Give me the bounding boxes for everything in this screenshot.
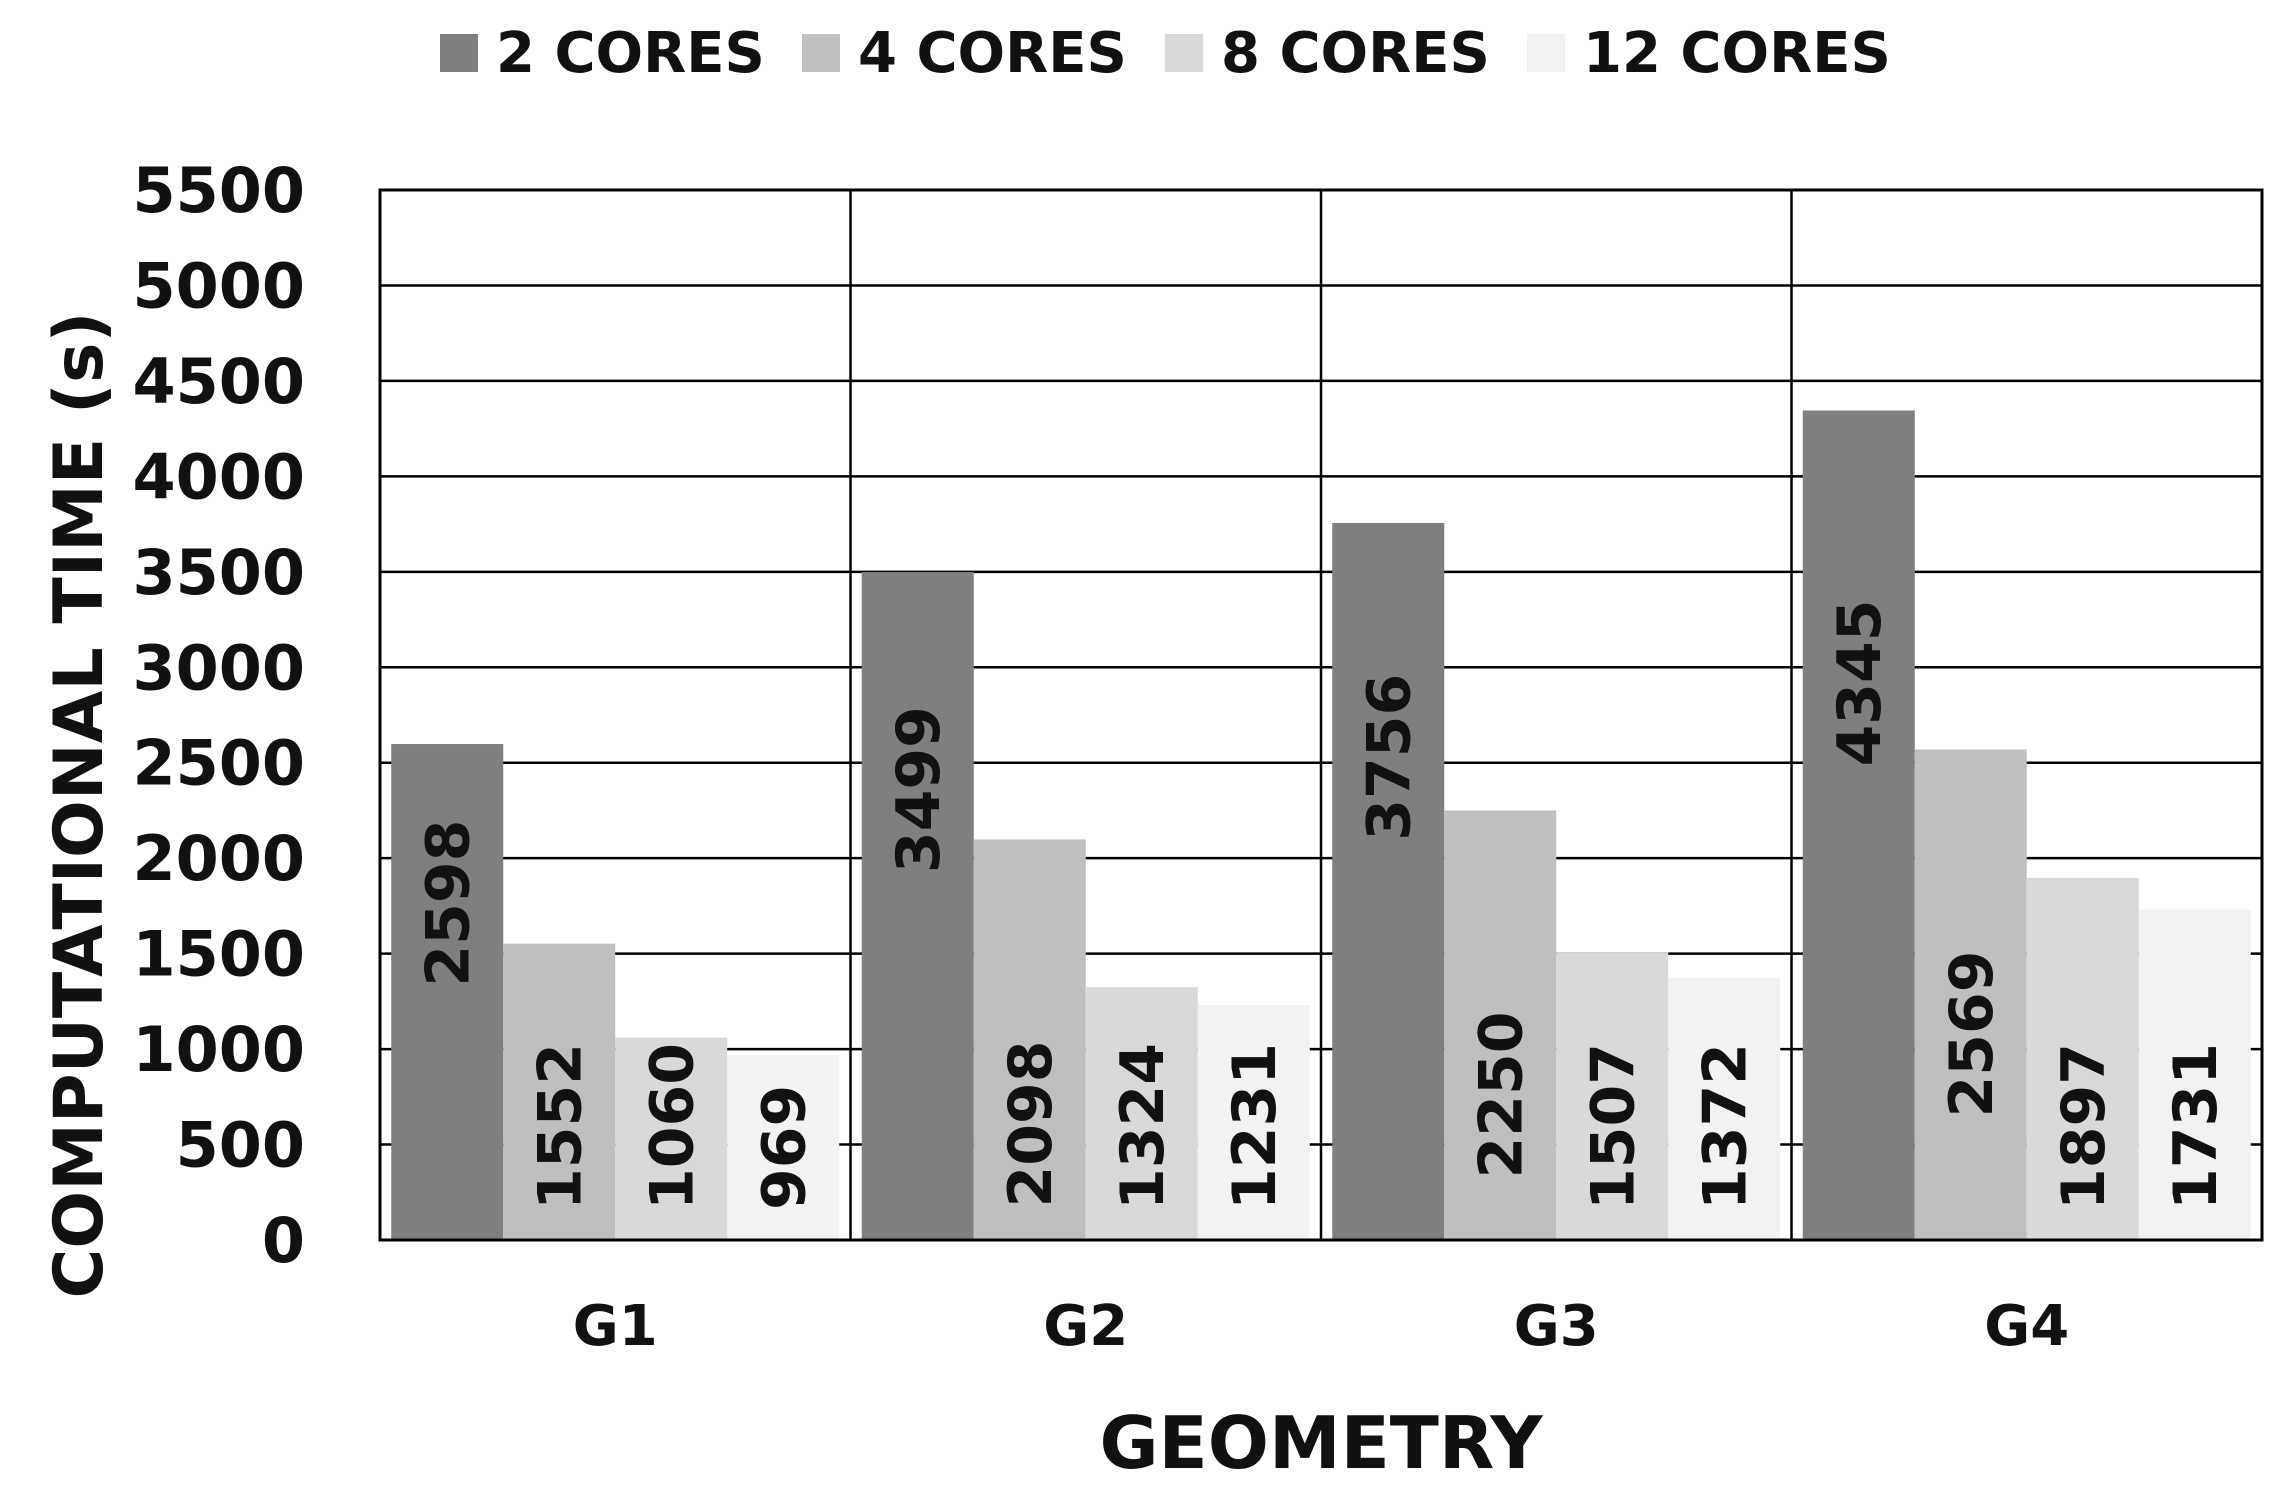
data-label: 2250 <box>1466 1011 1536 1178</box>
data-label: 1507 <box>1578 1043 1648 1210</box>
legend-swatch <box>1165 34 1203 72</box>
y-tick-label: 3000 <box>132 631 305 704</box>
bar-G4-series-2 <box>1914 749 2027 1240</box>
bar-G2-series-4 <box>1197 1004 1310 1240</box>
x-axis-title: GEOMETRY <box>1099 1401 1543 1485</box>
y-tick-label: 1500 <box>132 918 305 991</box>
data-label: 4345 <box>1825 600 1895 767</box>
bars <box>391 410 2251 1240</box>
data-label: 2569 <box>1937 951 2007 1118</box>
x-tick-label: G3 <box>1514 1294 1599 1359</box>
y-tick-label: 5000 <box>132 249 305 322</box>
legend-swatch <box>1527 34 1565 72</box>
x-axis-ticks: G1 G2 G3 G4 <box>573 1294 2069 1359</box>
data-label: 1231 <box>1220 1043 1290 1210</box>
data-label: 1552 <box>525 1043 595 1210</box>
bar-G3-series-2 <box>1444 810 1557 1240</box>
bar-G1-series-3 <box>615 1037 728 1240</box>
bar-G1-series-4 <box>727 1055 840 1240</box>
y-tick-label: 4500 <box>132 345 305 418</box>
legend-label: 8 CORES <box>1221 21 1490 86</box>
y-axis-title: COMPUTATIONAL TIME (s) <box>40 311 119 1298</box>
data-label: 1324 <box>1108 1043 1178 1210</box>
bar-G3-series-1 <box>1332 522 1445 1240</box>
plot-frame <box>378 188 2264 1242</box>
data-label: 1731 <box>2161 1043 2231 1210</box>
bar-G1-series-2 <box>503 943 616 1240</box>
data-label: 2098 <box>996 1040 1066 1207</box>
y-tick-label: 4000 <box>132 440 305 513</box>
legend-label: 2 CORES <box>496 21 765 86</box>
legend-label: 4 CORES <box>858 21 1127 86</box>
x-tick-label: G4 <box>1984 1294 2069 1359</box>
data-label: 969 <box>749 1085 819 1210</box>
y-tick-label: 0 <box>262 1204 305 1277</box>
bar-G4-series-3 <box>2026 877 2139 1240</box>
bar-G2-series-2 <box>973 839 1086 1240</box>
y-tick-label: 500 <box>176 1109 305 1182</box>
bar-G3-series-4 <box>1668 978 1781 1240</box>
legend-swatch <box>440 34 478 72</box>
bar-G1-series-1 <box>391 744 504 1240</box>
data-labels: 2598 1552 1060 969 3499 2098 1324 1231 3756 2250 1… <box>413 600 2231 1210</box>
x-tick-label: G1 <box>573 1294 658 1359</box>
y-tick-label: 1000 <box>132 1013 305 1086</box>
bar-G2-series-1 <box>861 572 974 1240</box>
data-label: 1060 <box>637 1043 707 1210</box>
plot-border <box>378 188 2264 1242</box>
bar-G4-series-1 <box>1802 410 1915 1240</box>
data-label: 1897 <box>2049 1043 2119 1210</box>
y-tick-label: 3500 <box>132 536 305 609</box>
bar-G3-series-3 <box>1556 952 1669 1240</box>
y-tick-label: 5500 <box>132 154 305 227</box>
data-label: 3499 <box>884 706 954 873</box>
bar-G4-series-4 <box>2138 909 2251 1240</box>
y-tick-label: 2000 <box>132 822 305 895</box>
y-tick-label: 2500 <box>132 727 305 800</box>
data-label: 1372 <box>1690 1043 1760 1210</box>
data-label: 3756 <box>1354 674 1424 841</box>
data-label: 2598 <box>413 820 483 987</box>
legend-swatch <box>802 34 840 72</box>
bar-G2-series-3 <box>1085 987 1198 1240</box>
legend: 2 CORES 4 CORES 8 CORES 12 CORES <box>440 21 1891 86</box>
y-axis-ticks: 0 500 1000 1500 2000 2500 3000 3500 4000 4500 5000… <box>132 154 305 1277</box>
legend-label: 12 CORES <box>1583 21 1891 86</box>
x-tick-label: G2 <box>1043 1294 1128 1359</box>
